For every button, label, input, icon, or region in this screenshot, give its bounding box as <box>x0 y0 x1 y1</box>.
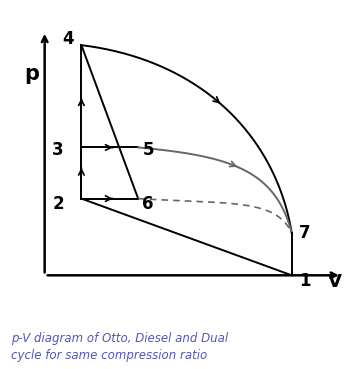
Text: V: V <box>328 273 342 291</box>
Text: 2: 2 <box>52 195 64 213</box>
Text: 5: 5 <box>143 141 154 159</box>
Text: cycle for same compression ratio: cycle for same compression ratio <box>11 349 207 362</box>
Text: 6: 6 <box>143 195 154 213</box>
Text: 7: 7 <box>299 224 311 242</box>
Text: 3: 3 <box>52 141 64 159</box>
Text: 1: 1 <box>299 272 311 290</box>
Text: p-V diagram of Otto, Diesel and Dual: p-V diagram of Otto, Diesel and Dual <box>11 332 228 345</box>
Text: p: p <box>25 63 39 84</box>
Text: 4: 4 <box>62 31 74 48</box>
